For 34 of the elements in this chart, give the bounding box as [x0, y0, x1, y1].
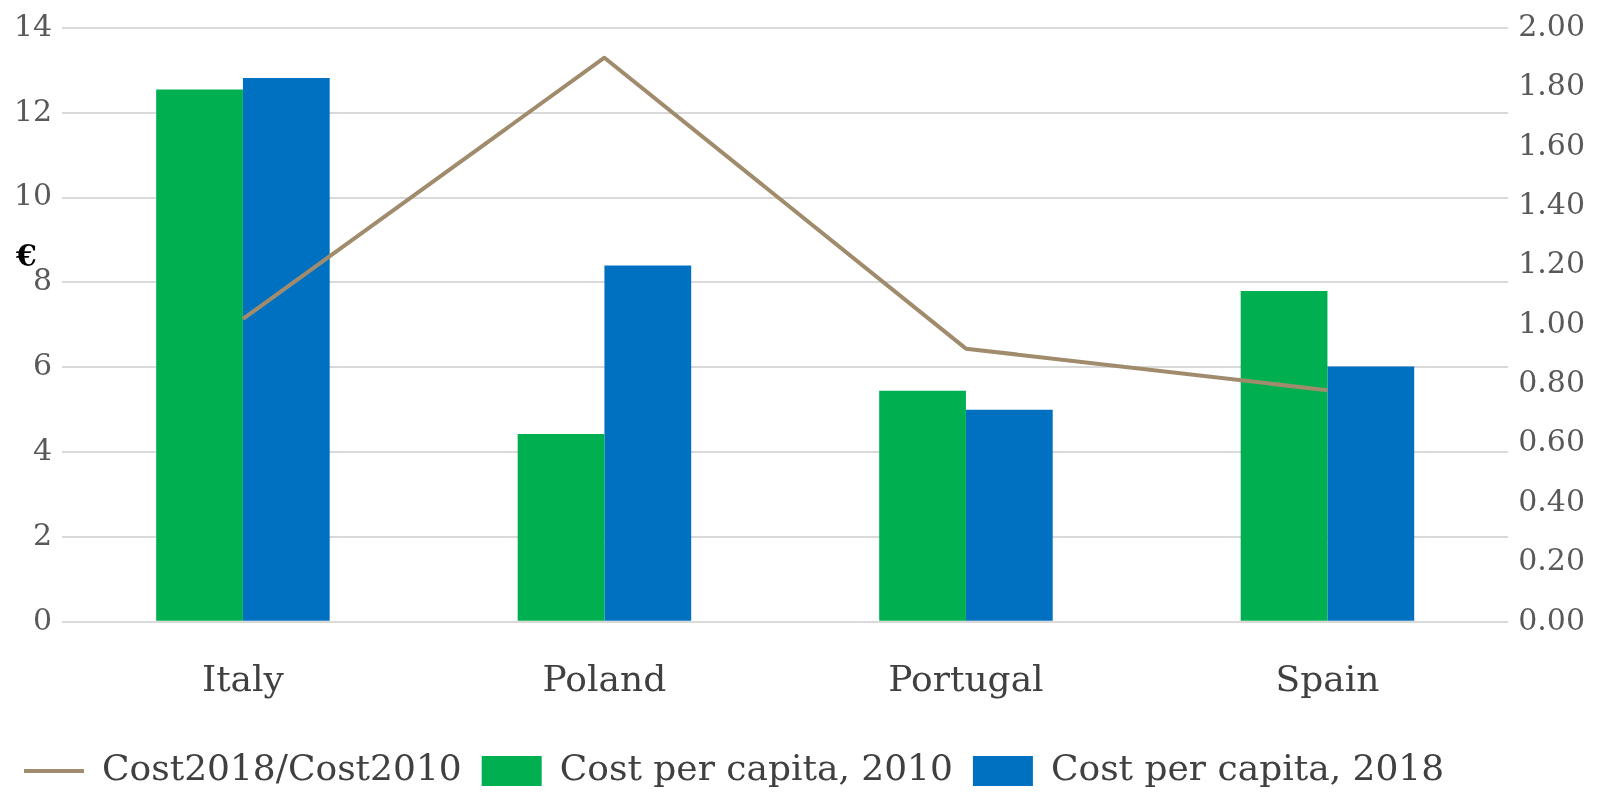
y-tick-label: 10	[13, 177, 53, 213]
bar	[517, 433, 605, 621]
bar	[242, 78, 330, 621]
bar	[879, 390, 966, 621]
legend-label: Cost per capita, 2018	[1050, 747, 1445, 789]
x-tick-label: Portugal	[888, 657, 1044, 699]
y-tick-label: 6	[33, 347, 53, 383]
y2-tick-label: 0.60	[1518, 423, 1585, 459]
y-tick-label: 2	[33, 516, 53, 552]
y2-tick-label: 0.80	[1518, 364, 1585, 400]
x-tick-label: Spain	[1275, 657, 1380, 699]
bar	[156, 89, 243, 621]
x-tick-label: Italy	[201, 657, 285, 699]
y2-tick-label: 0.20	[1518, 542, 1585, 578]
bar	[604, 265, 692, 621]
y-tick-label: 12	[13, 92, 53, 128]
y-axis-title: €	[15, 238, 37, 274]
y2-tick-label: 1.60	[1518, 126, 1585, 162]
y2-tick-label: 1.80	[1518, 67, 1585, 103]
bar	[1240, 290, 1328, 621]
y2-tick-label: 1.40	[1518, 185, 1585, 221]
y2-tick-label: 0.40	[1518, 482, 1585, 518]
x-tick-label: Poland	[542, 657, 667, 699]
y2-tick-label: 2.00	[1518, 7, 1585, 43]
y-tick-label: 0	[33, 601, 53, 637]
legend-label: Cost per capita, 2010	[559, 747, 953, 789]
y2-tick-label: 1.20	[1518, 245, 1585, 281]
legend-label: Cost2018/Cost2010	[102, 747, 462, 789]
y-tick-label: 14	[13, 7, 53, 43]
bar	[965, 409, 1053, 621]
y2-tick-label: 0.00	[1518, 601, 1585, 637]
bar	[1327, 366, 1415, 621]
y2-tick-label: 1.00	[1518, 304, 1585, 340]
y-tick-label: 4	[33, 431, 53, 467]
